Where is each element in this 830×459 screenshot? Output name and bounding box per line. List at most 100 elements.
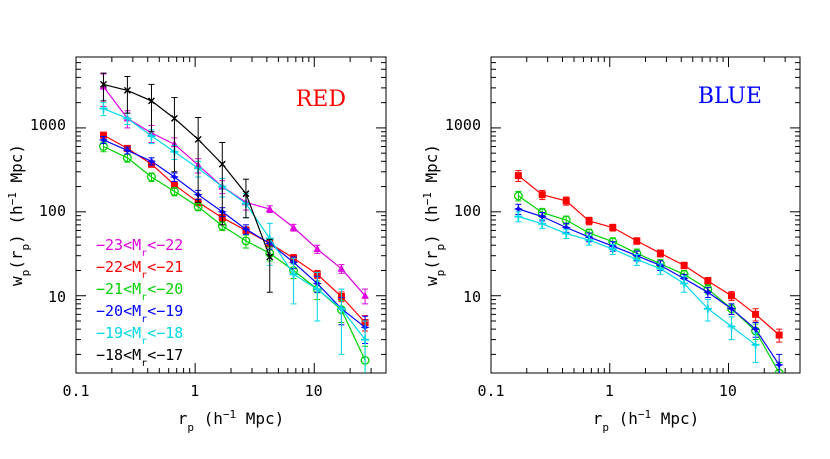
data-point-m22 — [656, 249, 664, 257]
data-point-m18 — [242, 190, 250, 198]
data-point-m19 — [585, 236, 594, 245]
data-point-m22 — [704, 277, 712, 285]
data-point-m20 — [241, 224, 251, 234]
data-point-m20 — [122, 145, 132, 155]
data-point-m22 — [680, 261, 688, 269]
data-point-m19 — [147, 132, 156, 141]
blue-panel-tick-labels: 0.1 1 10 10 100 1000 — [445, 116, 737, 400]
data-point-m19 — [514, 212, 523, 221]
data-point-m22 — [609, 224, 617, 232]
x-tick-label-0.1: 0.1 — [477, 382, 504, 400]
red-panel-x-axis-title: rp (h−1 Mpc) — [178, 408, 285, 434]
data-point-m20 — [169, 172, 179, 182]
data-point-m22 — [99, 131, 107, 139]
blue-panel-y-axis-title: wp(rp) (h−1 Mpc) — [421, 144, 447, 286]
data-point-m19 — [632, 255, 641, 264]
x-tick-label-0.1: 0.1 — [62, 382, 89, 400]
data-point-m23 — [361, 291, 369, 299]
data-point-m22 — [633, 237, 641, 245]
data-point-m22 — [775, 331, 783, 339]
x-tick-label-1: 1 — [605, 382, 614, 400]
data-point-m19 — [337, 304, 346, 313]
data-point-m18 — [99, 80, 107, 88]
data-point-m19 — [727, 322, 736, 331]
red-panel-plot — [98, 72, 370, 373]
series-line-m22 — [518, 175, 780, 336]
y-tick-label-10: 10 — [463, 288, 481, 306]
data-point-m20 — [98, 135, 108, 145]
data-point-m20 — [751, 324, 761, 334]
data-point-m18 — [218, 160, 226, 168]
data-point-m22 — [170, 181, 178, 189]
red-panel-ticks — [75, 56, 387, 373]
series-line-m20 — [103, 139, 366, 328]
series-line-m20 — [518, 208, 780, 366]
series-line-m18 — [103, 83, 271, 258]
red-panel-y-axis-title: wp(rp) (h−1 Mpc) — [6, 144, 32, 286]
data-point-m19 — [608, 245, 617, 254]
data-point-m19 — [289, 270, 298, 279]
data-point-m22 — [514, 172, 522, 180]
legend-item-m21: −21<Mr<−20 — [96, 280, 183, 303]
data-point-m19 — [562, 229, 571, 238]
data-point-m18 — [147, 97, 155, 105]
series-m19 — [514, 211, 760, 364]
y-tick-label-100: 100 — [454, 202, 481, 220]
data-point-m20 — [146, 156, 156, 166]
data-point-m21 — [241, 236, 251, 246]
data-point-m20 — [727, 304, 737, 314]
blue-panel-title: BLUE — [698, 84, 762, 109]
data-point-m20 — [561, 223, 571, 233]
data-point-m22 — [538, 191, 546, 199]
data-point-m19 — [123, 114, 132, 123]
data-point-m23 — [265, 205, 274, 213]
x-tick-label-10: 10 — [305, 382, 323, 400]
data-point-m19 — [656, 264, 665, 273]
series-line-m21 — [518, 195, 780, 373]
data-point-m23 — [337, 264, 346, 272]
blue-panel-x-axis-title: rp (h−1 Mpc) — [593, 408, 700, 434]
data-point-m20 — [537, 211, 547, 221]
blue-panel-ticks — [490, 56, 801, 373]
data-point-m19 — [680, 279, 689, 288]
legend-item-m20: −20<Mr<−19 — [96, 302, 183, 325]
series-line-m19 — [518, 215, 756, 346]
data-point-m19 — [361, 335, 370, 344]
blue-panel: BLUE 0.1 1 10 10 100 1000 rp (h−1 Mpc) w… — [421, 56, 801, 434]
series-m22 — [514, 170, 783, 343]
x-tick-label-10: 10 — [719, 382, 737, 400]
legend-item-m22: −22<Mr<−21 — [96, 258, 183, 281]
data-point-m20 — [513, 204, 523, 214]
data-point-m19 — [751, 340, 760, 349]
series-line-m23 — [103, 86, 366, 297]
legend-item-m18: −18<Mr<−17 — [96, 346, 183, 369]
data-point-m23 — [313, 245, 322, 253]
data-point-m22 — [585, 217, 593, 225]
legend: −23<Mr<−22 −22<Mr<−21 −21<Mr<−20 −20<Mr<… — [96, 236, 183, 369]
y-tick-label-1000: 1000 — [30, 116, 66, 134]
data-point-m18 — [123, 86, 131, 94]
data-point-m21 — [193, 202, 203, 212]
red-panel: RED 0.1 1 10 10 100 1000 rp (h−1 Mpc) wp… — [6, 56, 387, 434]
data-point-m22 — [728, 292, 736, 300]
red-panel-tick-labels: 0.1 1 10 10 100 1000 — [30, 116, 323, 400]
series-line-m19 — [103, 108, 366, 340]
data-point-m23 — [289, 223, 298, 231]
legend-item-m19: −19<Mr<−18 — [96, 324, 183, 347]
data-point-m21 — [513, 191, 523, 201]
data-point-m19 — [313, 285, 322, 294]
data-point-m20 — [774, 360, 784, 370]
data-point-m19 — [99, 104, 108, 113]
data-point-m22 — [752, 310, 760, 318]
data-point-m19 — [538, 219, 547, 228]
y-tick-label-1000: 1000 — [445, 116, 481, 134]
series-m20 — [513, 203, 784, 373]
series-m21 — [513, 190, 784, 373]
series-m18 — [99, 72, 274, 293]
blue-panel-plot — [513, 170, 784, 373]
y-tick-label-100: 100 — [39, 202, 66, 220]
data-point-m20 — [703, 287, 713, 297]
legend-item-m23: −23<Mr<−22 — [96, 236, 183, 259]
data-point-m21 — [169, 186, 179, 196]
